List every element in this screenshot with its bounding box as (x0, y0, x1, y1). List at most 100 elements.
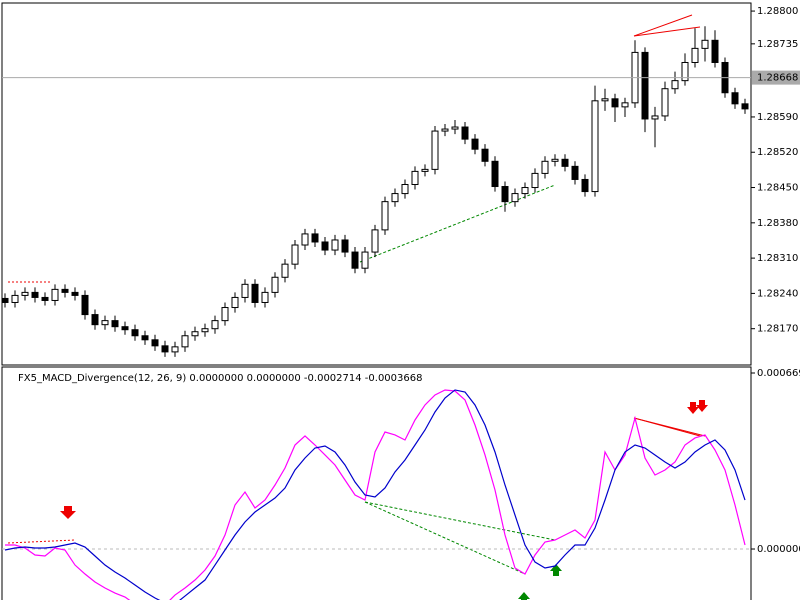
candle-body (41, 296, 49, 301)
indicator-line (4, 389, 746, 600)
candle-body (551, 158, 559, 162)
candle-body (91, 314, 99, 326)
last-price-label: 1.28668 (757, 73, 798, 84)
candle-body (51, 288, 59, 301)
candle-body (511, 193, 519, 203)
candle-body (581, 178, 589, 193)
indicator-title: FX5_MACD_Divergence(12, 26, 9) 0.0000000… (18, 373, 422, 384)
candle-body (421, 168, 429, 172)
candle-body (521, 187, 529, 195)
candle-body (321, 241, 329, 251)
candle-body (611, 98, 619, 108)
candle-body (171, 346, 179, 353)
price-panel-frame (1, 2, 752, 366)
candle-body (241, 283, 249, 298)
indicator-line (5, 389, 746, 600)
candle-body (491, 160, 499, 188)
candle-body (651, 115, 659, 120)
candle-body (411, 170, 419, 186)
y-tick-label: 1.28450 (757, 183, 798, 194)
candle-body (571, 165, 579, 180)
candle-body (441, 128, 449, 132)
candle-body (391, 193, 399, 203)
candle-body (231, 296, 239, 309)
y-tick-label: 1.28590 (757, 112, 798, 123)
divergence-line (633, 417, 706, 437)
y-tick-label: 1.28240 (757, 288, 798, 299)
candle-body (541, 160, 549, 174)
candle-body (601, 98, 609, 102)
candle-body (131, 329, 139, 337)
candle-body (181, 335, 189, 348)
candle-body (561, 158, 569, 167)
y-tick-label: 1.28310 (757, 253, 798, 264)
candle-body (281, 263, 289, 278)
candle-body (361, 251, 369, 269)
candle-body (501, 186, 509, 203)
y-tick-label: 1.28520 (757, 147, 798, 158)
candle-body (621, 102, 629, 108)
divergence-line (364, 501, 526, 575)
candle-body (101, 320, 109, 326)
candle-body (461, 126, 469, 140)
candle-body (681, 61, 689, 82)
sell-arrow (687, 400, 708, 414)
candle-body (271, 276, 279, 293)
candle-body (31, 291, 39, 298)
candle-body (11, 294, 19, 303)
indicator-plot (2, 389, 751, 600)
sell-arrow (60, 506, 76, 519)
divergence-line (7, 539, 76, 544)
candle-body (1, 297, 9, 303)
y-tick-label: 1.28380 (757, 218, 798, 229)
price-plot (1, 14, 749, 357)
candle-body (401, 184, 409, 195)
candle-body (261, 291, 269, 303)
divergence-line (364, 501, 556, 541)
candle-body (701, 39, 709, 49)
candle-body (291, 244, 299, 265)
candle-body (331, 239, 339, 251)
candle-body (341, 239, 349, 253)
candle-body (471, 138, 479, 150)
candle-body (211, 320, 219, 330)
candle-body (641, 51, 649, 120)
indicator-panel-frame (1, 366, 752, 600)
candle-body (141, 335, 149, 341)
divergence-line (359, 184, 556, 263)
candle-body (661, 88, 669, 117)
last-price-box (752, 70, 800, 85)
candle-body (741, 103, 749, 110)
candle-body (251, 283, 259, 303)
buy-arrow (550, 564, 562, 576)
y-tick-label: 0.0000000 (757, 544, 800, 555)
candle-body (731, 92, 739, 105)
candle-body (351, 251, 359, 269)
y-tick-label: 1.28800 (757, 6, 798, 17)
candle-body (191, 331, 199, 337)
candle-body (481, 148, 489, 162)
candle-body (61, 288, 69, 293)
candle-body (111, 320, 119, 328)
candle-body (151, 339, 159, 347)
candle-body (71, 291, 79, 296)
y-tick-label: 1.28735 (757, 39, 798, 50)
candle-body (311, 233, 319, 243)
candle-body (371, 229, 379, 253)
candle-body (431, 130, 439, 170)
candle-body (21, 291, 29, 296)
candle-body (201, 328, 209, 333)
y-tick-label: 0.0006698 (757, 368, 800, 379)
divergence-line (633, 14, 693, 37)
candle-body (161, 345, 169, 353)
candle-body (121, 326, 129, 331)
candle-body (591, 100, 599, 193)
candle-body (381, 201, 389, 231)
candle-body (671, 80, 679, 90)
candle-body (221, 307, 229, 322)
divergence-line (633, 26, 701, 37)
candle-body (691, 47, 699, 63)
candle-body (531, 172, 539, 189)
buy-arrow (518, 592, 530, 600)
